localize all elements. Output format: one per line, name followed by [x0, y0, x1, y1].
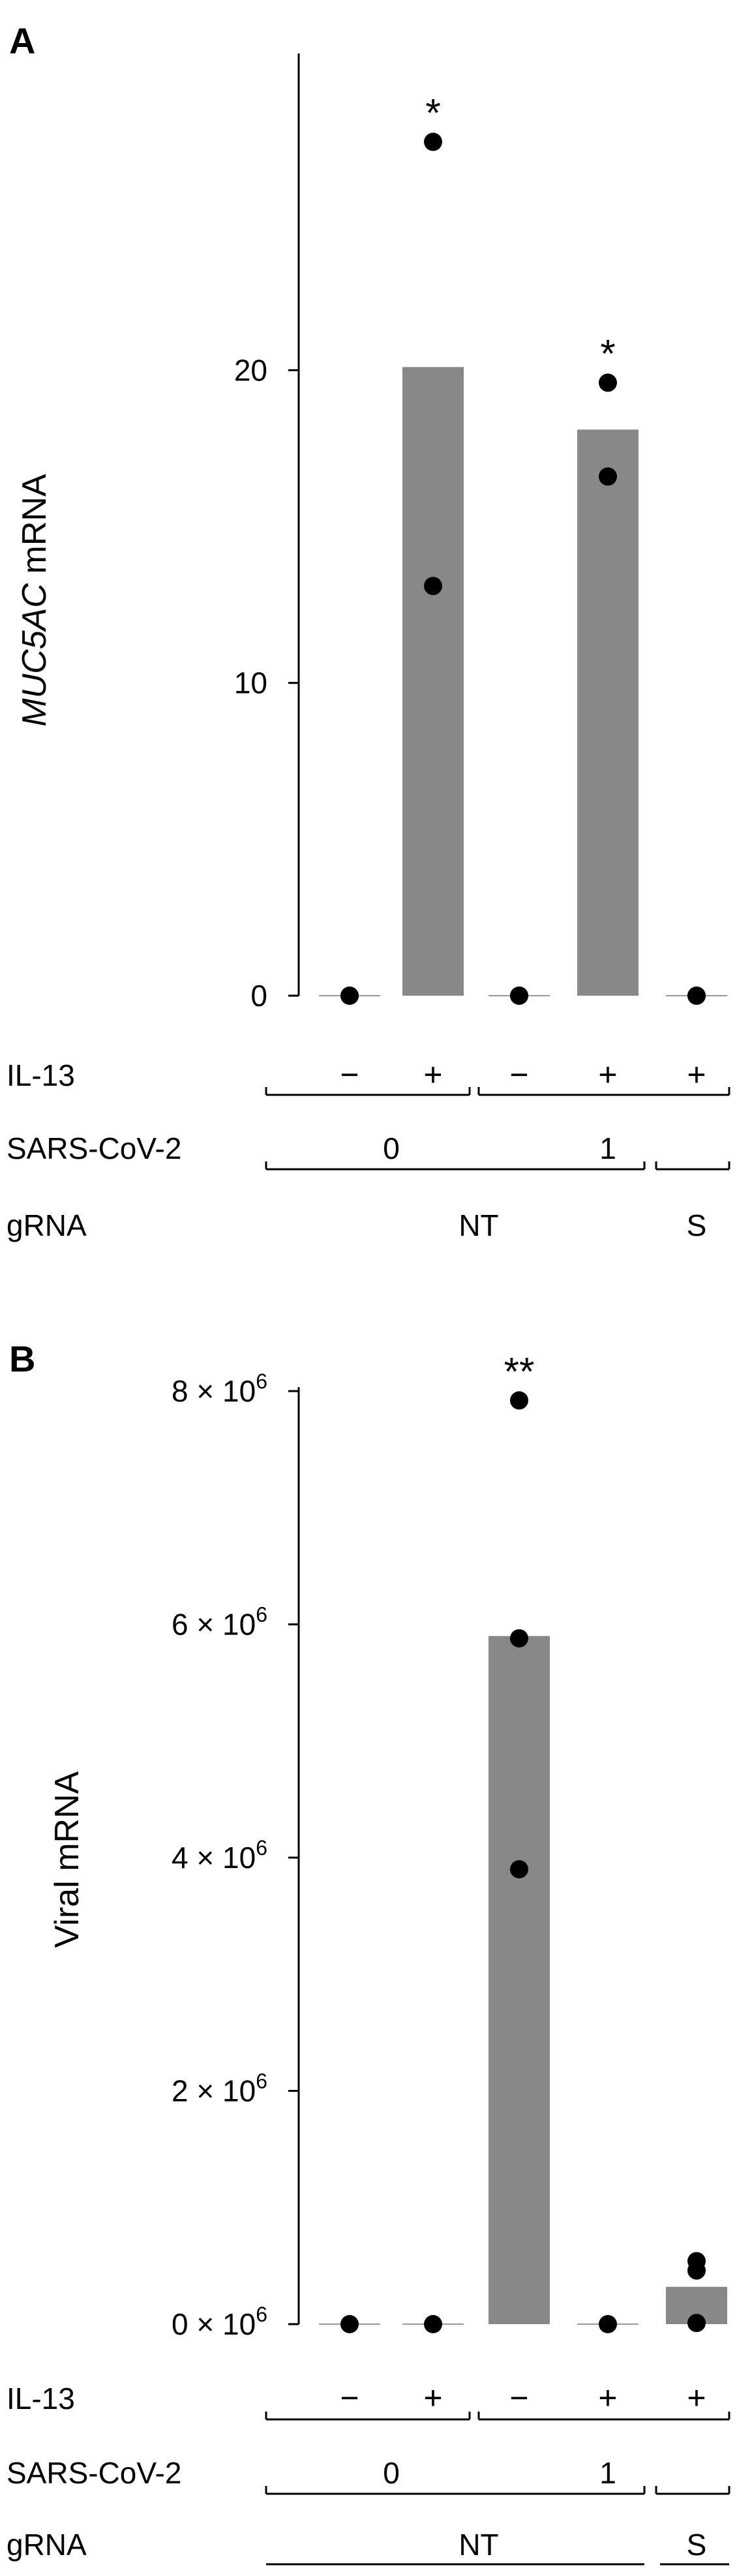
il13-sign: +	[687, 1056, 706, 1093]
data-point	[687, 2314, 706, 2333]
row-label: gRNA	[7, 2528, 87, 2562]
il13-sign: −	[509, 2380, 528, 2416]
group-label: NT	[459, 2528, 498, 2562]
il13-sign: −	[340, 2380, 359, 2416]
data-point	[340, 987, 359, 1005]
y-tick-exponent: 6	[256, 2070, 267, 2093]
y-tick-label: 0 × 106	[172, 2303, 267, 2341]
y-tick-mantissa: 6 × 10	[172, 1608, 256, 1642]
data-point	[687, 987, 706, 1005]
row-label: SARS-CoV-2	[7, 1131, 181, 1165]
group-label: 0	[383, 1131, 400, 1165]
bar	[402, 367, 464, 996]
data-point	[424, 2315, 442, 2333]
data-point	[510, 1629, 528, 1648]
y-axis-label: MUC5AC mRNA	[16, 474, 53, 726]
y-tick-label: 20	[234, 353, 267, 387]
group-label: S	[687, 2528, 707, 2562]
y-tick-mantissa: 8 × 10	[172, 1374, 256, 1408]
data-point	[424, 132, 442, 151]
il13-sign: +	[423, 2380, 442, 2416]
data-point	[599, 467, 617, 486]
data-point	[687, 2261, 706, 2280]
row-label: IL-13	[7, 1058, 75, 1092]
y-tick-exponent: 6	[256, 1603, 267, 1627]
y-tick-label: 8 × 106	[172, 1370, 267, 1408]
data-point	[599, 2315, 617, 2333]
y-axis-label: Viral mRNA	[48, 1771, 86, 1948]
il13-sign: −	[509, 1056, 528, 1093]
y-tick-mantissa: 4 × 10	[172, 1841, 256, 1875]
row-label: SARS-CoV-2	[7, 2456, 181, 2490]
y-tick-mantissa: 0 × 10	[172, 2307, 256, 2341]
y-axis-label-rest: mRNA	[16, 474, 53, 583]
group-label: NT	[459, 1208, 498, 1242]
data-point	[599, 373, 617, 392]
data-point	[424, 577, 442, 596]
y-tick-exponent: 6	[256, 1836, 267, 1860]
group-label: S	[687, 1208, 707, 1242]
y-tick-label: 0	[250, 979, 267, 1013]
y-tick-label: 2 × 106	[172, 2070, 267, 2108]
y-axis-label-gene: MUC5AC	[16, 583, 53, 727]
il13-sign: +	[598, 2380, 617, 2416]
data-point	[340, 2315, 359, 2333]
y-tick-label: 4 × 106	[172, 1836, 267, 1875]
significance-marker: *	[425, 91, 440, 134]
bar	[577, 429, 639, 996]
bar	[489, 1636, 550, 2324]
group-label: 1	[599, 2456, 616, 2490]
panel-letter: B	[9, 1338, 35, 1379]
data-point	[510, 987, 528, 1005]
group-label: 0	[383, 2456, 400, 2490]
y-tick-label: 10	[234, 666, 267, 700]
panel-a: A 0 10 20 MUC5AC mRNA * * IL-13 − + − + + SARS-CoV-2 0…	[7, 20, 730, 1242]
group-label: 1	[599, 1131, 616, 1165]
il13-sign: +	[423, 1056, 442, 1093]
data-point	[510, 1860, 528, 1878]
y-tick-exponent: 6	[256, 2303, 267, 2326]
y-tick-exponent: 6	[256, 1370, 267, 1393]
il13-sign: +	[598, 1056, 617, 1093]
y-tick-label: 6 × 106	[172, 1603, 267, 1642]
data-point	[510, 1391, 528, 1410]
row-label: IL-13	[7, 2382, 75, 2415]
significance-marker: *	[600, 332, 615, 376]
il13-sign: −	[340, 1056, 359, 1093]
significance-marker: **	[504, 1349, 535, 1393]
y-tick-mantissa: 2 × 10	[172, 2074, 256, 2108]
row-label: gRNA	[7, 1208, 87, 1242]
panel-letter: A	[9, 20, 35, 61]
il13-sign: +	[687, 2380, 706, 2416]
